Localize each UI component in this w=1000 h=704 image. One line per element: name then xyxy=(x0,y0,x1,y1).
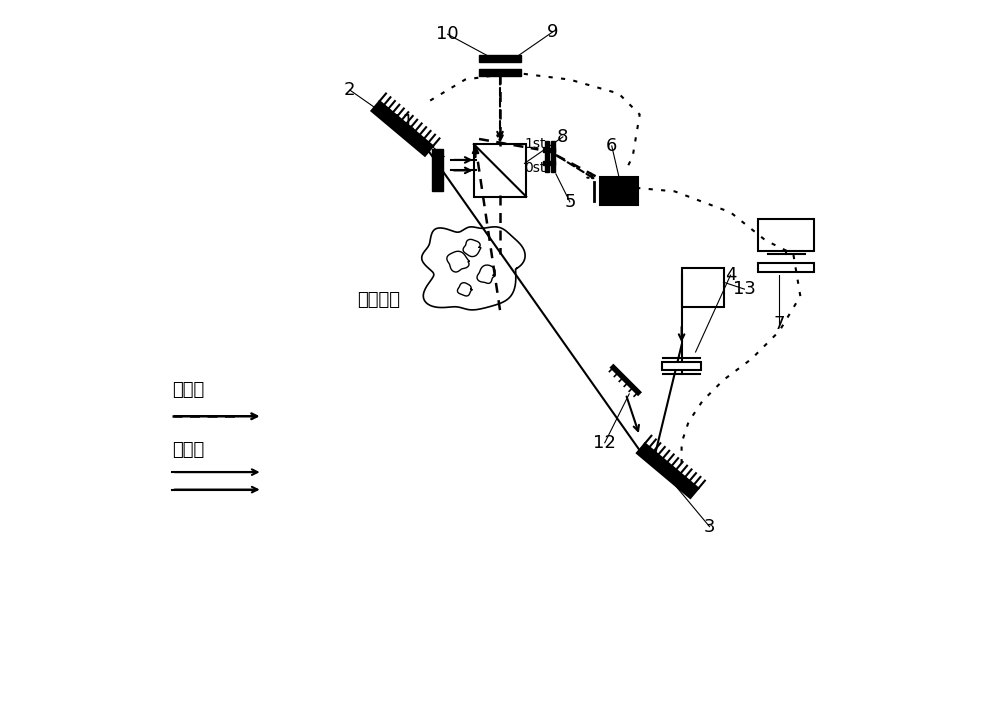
Text: 6: 6 xyxy=(606,137,617,155)
Bar xyxy=(543,161,555,165)
Bar xyxy=(600,177,638,206)
Polygon shape xyxy=(371,101,433,156)
Text: 5: 5 xyxy=(564,193,576,210)
Text: 信标光: 信标光 xyxy=(172,382,204,399)
Text: 13: 13 xyxy=(733,280,756,298)
Bar xyxy=(662,362,701,370)
Text: 2: 2 xyxy=(344,81,356,99)
Text: 0st: 0st xyxy=(524,161,546,175)
Bar xyxy=(479,69,521,76)
Text: 3: 3 xyxy=(704,517,715,536)
Text: 8: 8 xyxy=(557,128,569,146)
Bar xyxy=(758,219,814,251)
Text: 9: 9 xyxy=(547,23,558,41)
Bar xyxy=(758,263,814,272)
Bar xyxy=(545,141,549,172)
Bar xyxy=(432,149,443,191)
Text: 7: 7 xyxy=(774,315,785,333)
Text: 12: 12 xyxy=(593,434,616,452)
Text: 大气湍流: 大气湍流 xyxy=(357,291,400,308)
Text: 1st: 1st xyxy=(524,137,546,151)
Text: 11: 11 xyxy=(391,113,414,130)
Text: 10: 10 xyxy=(436,25,459,43)
Bar xyxy=(682,268,724,307)
Text: 信号光: 信号光 xyxy=(172,441,204,459)
Bar xyxy=(479,55,521,62)
Text: 4: 4 xyxy=(725,266,736,284)
Bar xyxy=(543,148,555,152)
Bar xyxy=(551,141,555,172)
Bar xyxy=(474,144,526,196)
Polygon shape xyxy=(637,444,698,498)
